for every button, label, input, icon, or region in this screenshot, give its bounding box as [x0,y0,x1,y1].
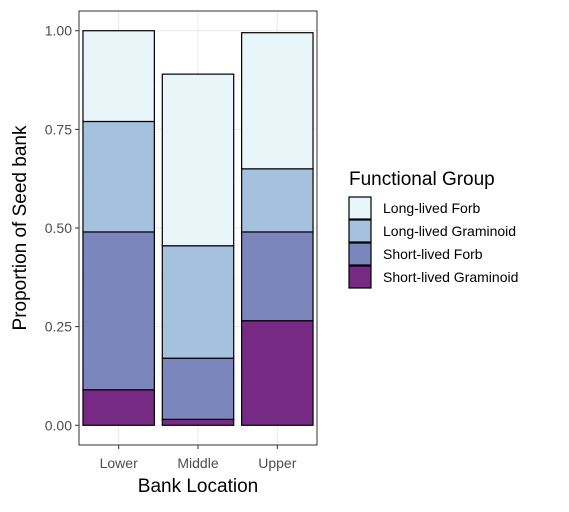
legend-items: Long-lived Forb Long-lived Graminoid Short… [348,196,518,289]
legend: Functional Group Long-lived ForbLong-liv… [348,169,518,289]
bar-segment [82,231,155,391]
bar-segment [161,73,235,247]
legend-title: Functional Group [349,169,495,190]
legend-key [348,219,372,243]
y-tick-label: 0.25 [45,319,72,335]
legend-label: Long-lived Graminoid [383,223,516,239]
bar-segment [82,120,155,233]
x-tick-label: Lower [100,455,138,471]
bar-segment [82,389,155,426]
bar-segment [161,245,235,359]
y-axis: 0.00 0.25 0.50 0.75 1.00 [45,23,79,433]
bars [82,30,314,426]
y-tick-label: 0.75 [45,121,72,137]
legend-label: Long-lived Forb [383,200,480,216]
legend-key [348,196,372,220]
y-tick-label: 1.00 [45,23,72,39]
x-axis-title: Bank Location [138,476,258,497]
bar-segment [161,418,235,426]
y-tick-label: 0.00 [45,417,72,433]
x-tick-label: Middle [177,455,218,471]
bar-segment [241,231,314,322]
legend-label: Short-lived Forb [383,246,483,262]
bar-segment [241,32,314,170]
bar-segment [161,357,235,420]
legend-key [348,265,372,289]
bar-segment [241,168,314,233]
legend-label: Short-lived Graminoid [383,269,518,285]
legend-key [348,242,372,266]
y-tick-label: 0.50 [45,220,72,236]
x-axis: Lower Middle Upper [100,445,297,471]
y-axis-title: Proportion of Seed bank [10,125,31,330]
bar-segment [241,320,314,426]
bar-segment [82,30,155,123]
x-tick-label: Upper [258,455,296,471]
